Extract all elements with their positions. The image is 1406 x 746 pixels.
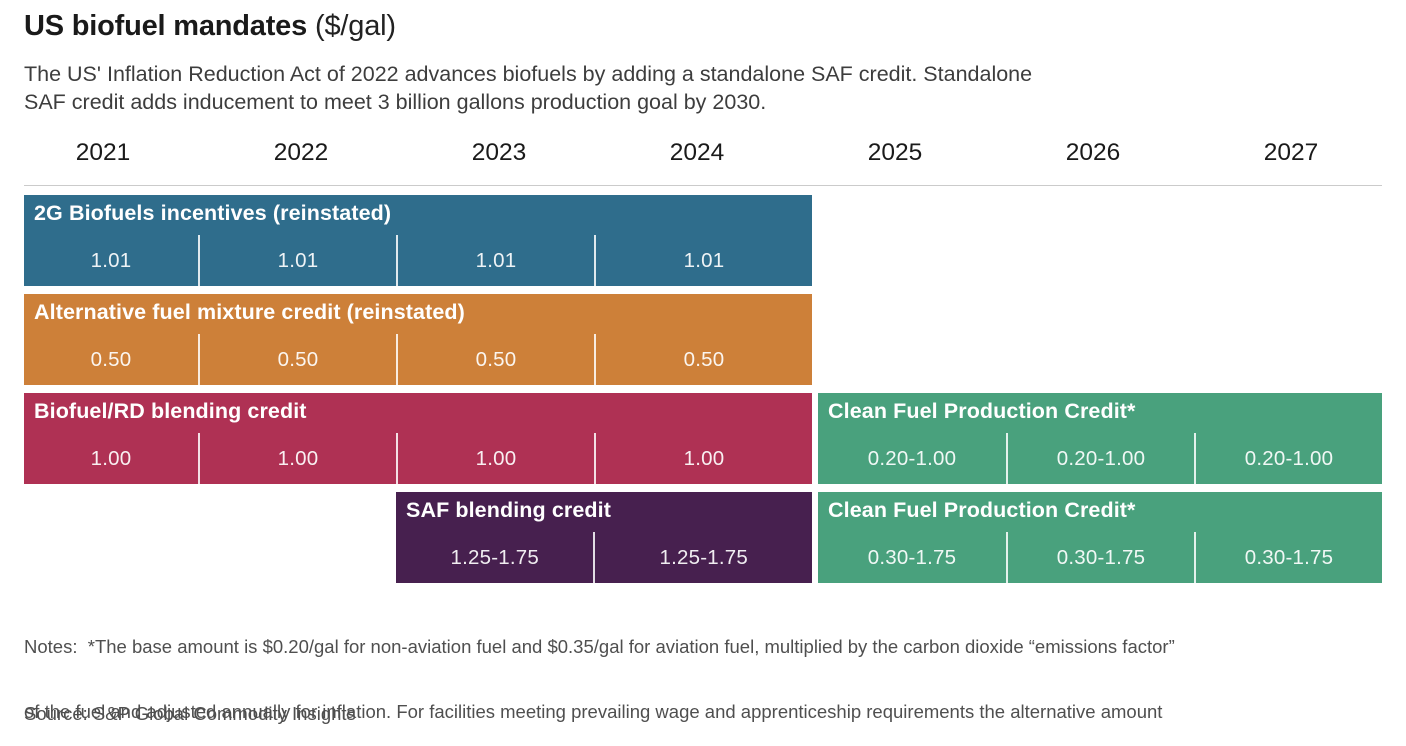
notes-line: of the fuel and adjusted annually for in… [24,700,1163,722]
bar-value-cell: 0.50 [197,334,396,385]
bar-clean-fuel-production-credit-nonav: Clean Fuel Production Credit* 0.20-1.00 … [818,393,1382,484]
notes-text: Notes: *The base amount is $0.20/gal for… [24,592,1398,746]
bar-biofuel-rd-blending-credit: Biofuel/RD blending credit 1.00 1.00 1.0… [24,393,812,484]
bar-value-cell: 1.01 [90,248,132,272]
bar-value-cell: 0.30-1.75 [1193,532,1382,583]
bar-values-row: 0.20-1.00 0.20-1.00 0.20-1.00 [818,433,1382,484]
bar-value-cell: 0.50 [594,334,812,385]
bar-value-cell: 1.01 [396,235,594,286]
bar-value-cell: 0.30-1.75 [1005,532,1194,583]
bar-value-cell: 0.20-1.00 [1193,433,1382,484]
year-label-2023: 2023 [471,139,527,166]
bar-value-cell: 0.50 [396,334,594,385]
bar-2g-biofuels-incentives: 2G Biofuels incentives (reinstated) 1.01… [24,195,812,286]
bar-values-row: 1.00 1.00 1.00 1.00 [24,433,812,484]
bar-value-cell: 0.30-1.75 [867,545,957,569]
axis-divider-line [24,185,1382,186]
bar-value-cell: 1.00 [594,433,812,484]
year-label-2026: 2026 [1065,139,1121,166]
bar-values-row: 1.01 1.01 1.01 1.01 [24,235,812,286]
bar-values-row: 0.30-1.75 0.30-1.75 0.30-1.75 [818,532,1382,583]
year-label-2022: 2022 [273,139,329,166]
page-title: US biofuel mandates ($/gal) [24,10,396,43]
bar-clean-fuel-production-credit-aviation: Clean Fuel Production Credit* 0.30-1.75 … [818,492,1382,583]
bar-saf-blending-credit: SAF blending credit 1.25-1.75 1.25-1.75 [396,492,812,583]
chart-subtitle-line: The US' Inflation Reduction Act of 2022 … [24,62,1033,86]
bar-value-cell: 1.25-1.75 [450,545,539,569]
bar-value-cell: 0.50 [90,347,132,371]
bar-value-cell: 0.20-1.00 [1005,433,1194,484]
bar-values-row: 0.50 0.50 0.50 0.50 [24,334,812,385]
bar-values-row: 1.25-1.75 1.25-1.75 [396,532,812,583]
bar-value-cell: 0.20-1.00 [867,446,957,470]
year-label-2027: 2027 [1263,139,1319,166]
bar-alternative-fuel-mixture-credit: Alternative fuel mixture credit (reinsta… [24,294,812,385]
bar-value-cell: 1.00 [197,433,396,484]
chart-subtitle-line: SAF credit adds inducement to meet 3 bil… [24,90,767,114]
bar-label: Alternative fuel mixture credit (reinsta… [34,300,465,324]
bar-value-cell: 1.00 [90,446,132,470]
notes-line: Notes: *The base amount is $0.20/gal for… [24,635,1175,657]
year-label-2025: 2025 [867,139,923,166]
chart-subtitle: The US' Inflation Reduction Act of 2022 … [24,60,1384,116]
year-label-2021: 2021 [75,139,131,166]
bar-label: Biofuel/RD blending credit [34,399,307,423]
year-label-2024: 2024 [669,139,725,166]
source-text: Source: S&P Global Commodity Insights [24,703,356,724]
bar-value-cell: 1.25-1.75 [593,532,812,583]
bar-label: Clean Fuel Production Credit* [828,498,1136,522]
page-title-text: US biofuel mandates [24,10,308,42]
bar-value-cell: 1.01 [594,235,812,286]
bar-label: Clean Fuel Production Credit* [828,399,1136,423]
bar-value-cell: 1.01 [197,235,396,286]
page-title-unit: ($/gal) [315,10,396,42]
bar-label: SAF blending credit [406,498,611,522]
bar-value-cell: 1.00 [396,433,594,484]
bar-label: 2G Biofuels incentives (reinstated) [34,201,392,225]
year-axis: 2021 2022 2023 2024 2025 2026 2027 [4,139,1390,167]
